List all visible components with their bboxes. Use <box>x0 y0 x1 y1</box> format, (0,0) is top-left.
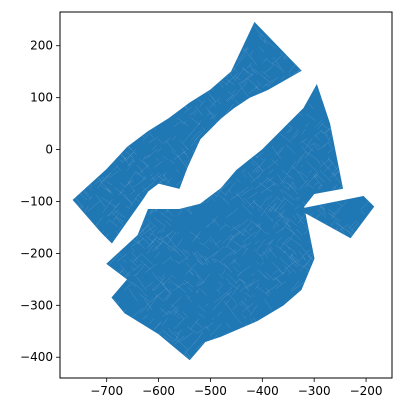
y-tick-label: −100 <box>20 194 53 208</box>
x-tick-label: −500 <box>194 384 227 398</box>
x-tick-label: −700 <box>90 384 123 398</box>
x-axis: −700 −600 −500 −400 −300 −200 <box>90 378 383 398</box>
y-tick-label: 100 <box>30 91 53 105</box>
y-tick-label: 200 <box>30 39 53 53</box>
y-tick-label: 0 <box>45 143 53 157</box>
x-tick-label: −400 <box>246 384 279 398</box>
x-tick-label: −200 <box>350 384 383 398</box>
region-east-island <box>297 195 375 239</box>
plot-frame <box>59 11 393 379</box>
y-axis: 200 100 0 −100 −200 −300 −400 <box>20 39 60 364</box>
region-north-west-district <box>72 21 302 244</box>
region-central-south-district <box>106 83 344 361</box>
y-tick-label: −300 <box>20 298 53 312</box>
x-tick-label: −600 <box>142 384 175 398</box>
x-tick-label: −300 <box>298 384 331 398</box>
y-tick-label: −200 <box>20 246 53 260</box>
y-tick-label: −400 <box>20 350 53 364</box>
regions-layer <box>72 21 375 361</box>
